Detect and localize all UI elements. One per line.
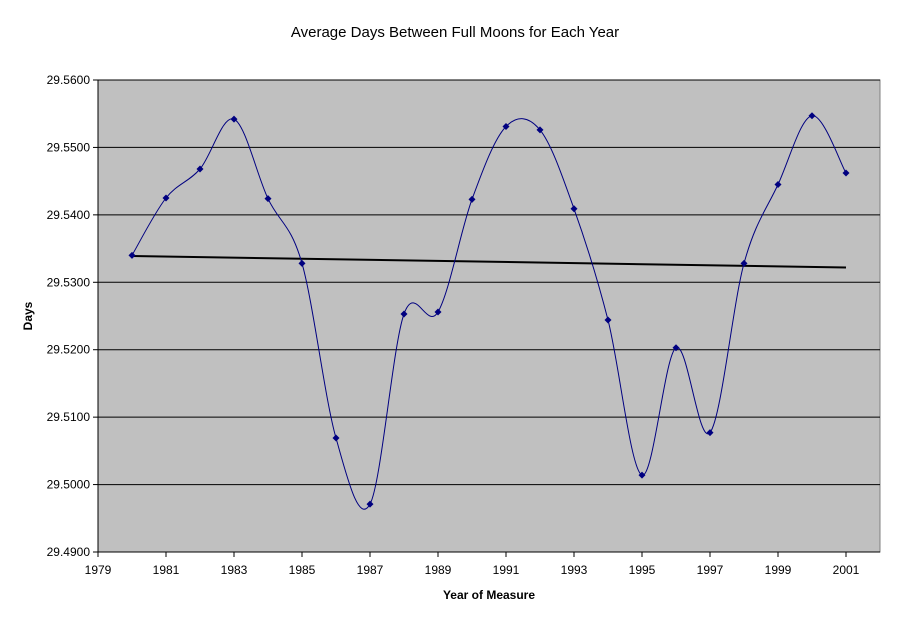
data-point	[128, 251, 136, 259]
y-tick-label: 29.5300	[47, 275, 91, 289]
data-point	[706, 429, 714, 437]
data-point	[536, 126, 544, 134]
data-point	[230, 115, 238, 123]
data-point	[434, 308, 442, 316]
x-tick-label: 1981	[153, 563, 180, 577]
x-tick-label: 1983	[221, 563, 248, 577]
x-tick-label: 2001	[833, 563, 860, 577]
data-point	[604, 316, 612, 324]
y-tick-label: 29.5400	[47, 208, 91, 222]
data-point	[570, 205, 578, 213]
data-point	[298, 259, 306, 267]
data-point	[332, 434, 340, 442]
data-point	[468, 195, 476, 203]
data-point	[774, 181, 782, 189]
x-tick-label: 1991	[493, 563, 520, 577]
x-tick-label: 1997	[697, 563, 724, 577]
data-point	[672, 344, 680, 352]
data-point	[162, 194, 170, 202]
data-point	[740, 259, 748, 267]
data-point	[264, 195, 272, 203]
data-point	[808, 112, 816, 120]
y-tick-label: 29.5200	[47, 343, 91, 357]
y-tick-label: 29.5100	[47, 410, 91, 424]
x-tick-label: 1987	[357, 563, 384, 577]
data-point	[502, 123, 510, 131]
gridlines	[98, 79, 880, 486]
x-tick-label: 1995	[629, 563, 656, 577]
y-axis-title: Days	[21, 301, 35, 330]
x-tick-label: 1999	[765, 563, 792, 577]
x-axis-title: Year of Measure	[443, 588, 535, 602]
x-tick-label: 1979	[85, 563, 112, 577]
data-point	[842, 169, 850, 177]
plot-area	[97, 79, 881, 553]
trendline	[131, 254, 847, 269]
y-tick-label: 29.4900	[47, 545, 91, 559]
y-tick-label: 29.5000	[47, 478, 91, 492]
x-tick-label: 1989	[425, 563, 452, 577]
data-point	[196, 165, 204, 173]
data-point	[400, 310, 408, 318]
x-tick-label: 1985	[289, 563, 316, 577]
chart-title: Average Days Between Full Moons for Each…	[291, 24, 619, 41]
axes: 29.4900 29.5000 29.5100 29.5200 29.5300 29.54…	[47, 73, 880, 577]
data-point	[366, 500, 374, 508]
y-tick-label: 29.5600	[47, 73, 91, 87]
y-tick-label: 29.5500	[47, 140, 91, 154]
series	[128, 112, 850, 510]
data-point	[638, 471, 646, 479]
x-tick-label: 1993	[561, 563, 588, 577]
